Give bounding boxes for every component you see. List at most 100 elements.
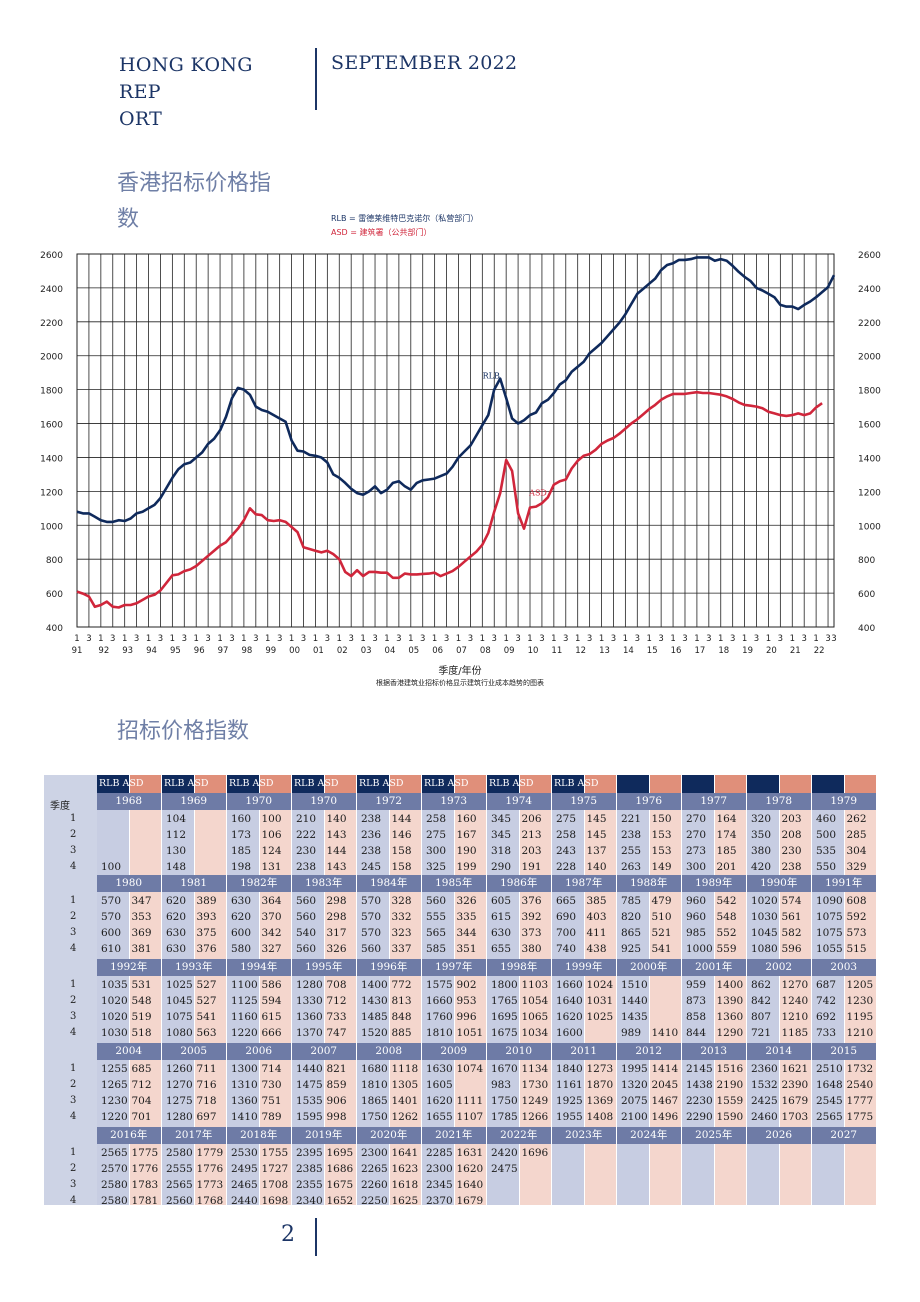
x-quarter-label: 1 xyxy=(408,634,413,644)
asd-value: 190 xyxy=(456,845,477,857)
rlb-header-cell xyxy=(747,775,779,793)
rlb-value: 238 xyxy=(361,813,382,825)
rlb-header-cell xyxy=(812,775,844,793)
asd-header-cell xyxy=(259,775,291,793)
asd-value: 2190 xyxy=(716,1079,744,1091)
asd-value: 1620 xyxy=(456,1163,484,1175)
rlb-value: 1765 xyxy=(491,995,518,1007)
report-title-line1: HONG KONG REP xyxy=(119,54,253,103)
asd-value: 150 xyxy=(651,813,672,825)
asd-value: 1641 xyxy=(391,1147,419,1159)
rlb-value: 1810 xyxy=(426,1027,453,1039)
asd-value: 1732 xyxy=(846,1063,874,1075)
asd-value: 144 xyxy=(326,845,347,857)
asd-value: 317 xyxy=(326,927,347,939)
x-year-label: 19 xyxy=(742,646,753,656)
rlb-value: 318 xyxy=(491,845,512,857)
rlb-value: 690 xyxy=(556,911,577,923)
rlb-value: 112 xyxy=(166,829,187,841)
asd-value: 375 xyxy=(196,927,217,939)
asd-value: 1618 xyxy=(391,1179,419,1191)
year-header: 1996年 xyxy=(357,959,421,976)
asd-value: 586 xyxy=(261,979,282,991)
rlb-value: 570 xyxy=(361,911,382,923)
asd-value: 563 xyxy=(196,1027,217,1039)
asd-value: 1034 xyxy=(521,1027,549,1039)
rlb-value: 1485 xyxy=(361,1011,388,1023)
x-year-label: 94 xyxy=(146,646,157,656)
rlb-value: 420 xyxy=(751,861,772,873)
legend-rlb: RLB = 雷德莱维特巴克诺尔（私营部门） xyxy=(331,214,479,223)
x-quarter-label: 1 xyxy=(265,634,270,644)
asd-value: 342 xyxy=(261,927,282,939)
x-year-label: 11 xyxy=(551,646,562,656)
rlb-value: 2420 xyxy=(491,1147,518,1159)
asd-value: 701 xyxy=(131,1111,152,1123)
x-quarter-label: 1 xyxy=(432,634,437,644)
asd-value: 1205 xyxy=(846,979,874,991)
year-header: 1997年 xyxy=(422,959,486,976)
y-tick-label-left: 1200 xyxy=(40,488,63,498)
asd-value: 548 xyxy=(716,911,737,923)
x-quarter-label: 3 xyxy=(134,634,139,644)
rlb-value: 2580 xyxy=(101,1195,128,1207)
asd-value: 2390 xyxy=(781,1079,809,1091)
asd-value: 1273 xyxy=(586,1063,614,1075)
x-quarter-label: 1 xyxy=(217,634,222,644)
asd-value: 1696 xyxy=(521,1147,549,1159)
year-header: 1993年 xyxy=(162,959,226,976)
asd-value: 146 xyxy=(391,829,412,841)
x-quarter-label: 1 xyxy=(766,634,771,644)
asd-value: 392 xyxy=(521,911,542,923)
rlb-value: 1430 xyxy=(361,995,388,1007)
x-quarter-label: 1 xyxy=(503,634,508,644)
year-header: 1989年 xyxy=(682,875,746,892)
rlb-value: 1660 xyxy=(426,995,453,1007)
asd-header-cell xyxy=(584,775,616,793)
asd-value: 712 xyxy=(326,995,347,1007)
y-tick-label-right: 1600 xyxy=(858,421,881,431)
rlb-value: 228 xyxy=(556,861,577,873)
rlb-value: 238 xyxy=(296,861,317,873)
year-header: 1983年 xyxy=(292,875,356,892)
asd-value: 789 xyxy=(261,1111,282,1123)
year-header: 1970 xyxy=(227,793,291,810)
asd-value: 145 xyxy=(586,813,607,825)
asd-value: 140 xyxy=(326,813,347,825)
rlb-value: 1620 xyxy=(556,1011,583,1023)
asd-value: 185 xyxy=(716,845,737,857)
asd-value: 716 xyxy=(196,1079,217,1091)
rlb-value: 740 xyxy=(556,943,577,955)
asd-value: 1262 xyxy=(391,1111,419,1123)
asd-value: 821 xyxy=(326,1063,347,1075)
rlb-value: 620 xyxy=(166,895,187,907)
x-year-label: 14 xyxy=(623,646,634,656)
asd-value: 1134 xyxy=(521,1063,549,1075)
asd-value: 203 xyxy=(781,813,802,825)
year-header: 2016年 xyxy=(97,1127,161,1144)
asd-header-cell xyxy=(519,775,551,793)
x-year-label: 93 xyxy=(122,646,133,656)
y-tick-label-right: 2600 xyxy=(858,251,881,261)
asd-value: 1024 xyxy=(586,979,614,991)
x-quarter-label: 3 xyxy=(539,634,544,644)
y-tick-label-right: 1400 xyxy=(858,454,881,464)
x-quarter-label: 3 xyxy=(253,634,258,644)
year-header: 2024年 xyxy=(617,1127,681,1144)
rlb-value: 983 xyxy=(491,1079,512,1091)
rlb-value: 345 xyxy=(491,829,512,841)
asd-header-cell xyxy=(779,775,811,793)
asd-value: 1496 xyxy=(651,1111,679,1123)
year-header: 1992年 xyxy=(97,959,161,976)
x-quarter-label: 3 xyxy=(658,634,663,644)
rlb-value: 2345 xyxy=(426,1179,453,1191)
x-quarter-label: 3 xyxy=(468,634,473,644)
rlb-header-cell xyxy=(422,775,454,793)
year-header: 2003 xyxy=(812,959,876,976)
x-quarter-label: 3 xyxy=(396,634,401,644)
rlb-value: 320 xyxy=(751,813,772,825)
rlb-value: 148 xyxy=(166,861,187,873)
rlb-value: 1100 xyxy=(231,979,258,991)
x-year-label: 12 xyxy=(575,646,586,656)
rlb-value: 1160 xyxy=(231,1011,258,1023)
